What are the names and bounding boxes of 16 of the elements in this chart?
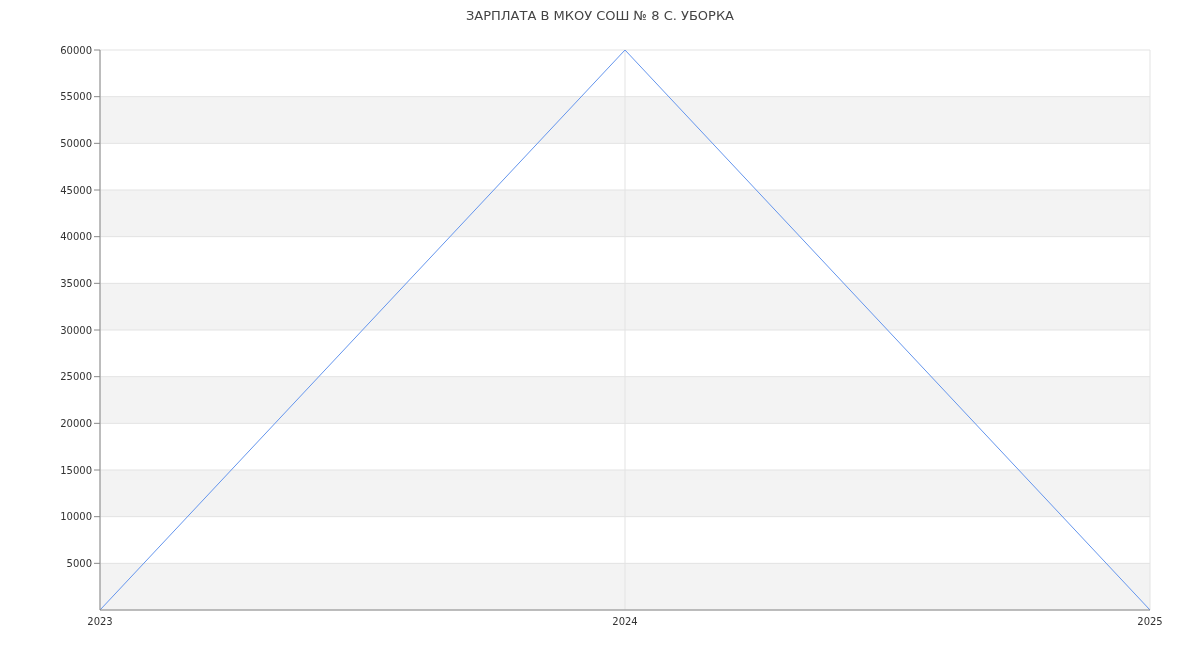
chart-title: ЗАРПЛАТА В МКОУ СОШ № 8 С. УБОРКА bbox=[464, 8, 735, 25]
y-tick-label: 60000 bbox=[60, 44, 92, 56]
y-tick-label: 20000 bbox=[60, 417, 92, 429]
y-tick-label: 50000 bbox=[60, 137, 92, 149]
y-tick-label: 25000 bbox=[60, 371, 92, 383]
x-tick-label: 2023 bbox=[87, 616, 113, 628]
x-tick-label: 2025 bbox=[1137, 616, 1163, 628]
y-tick-label: 5000 bbox=[66, 557, 92, 569]
y-tick-label: 55000 bbox=[60, 91, 92, 103]
y-tick-label: 35000 bbox=[60, 277, 92, 289]
y-tick-label: 30000 bbox=[60, 324, 92, 336]
y-tick-label: 15000 bbox=[60, 464, 92, 476]
y-tick-label: 10000 bbox=[60, 511, 92, 523]
y-tick-label: 45000 bbox=[60, 184, 92, 196]
y-tick-label: 40000 bbox=[60, 231, 92, 243]
x-tick-label: 2024 bbox=[612, 616, 638, 628]
